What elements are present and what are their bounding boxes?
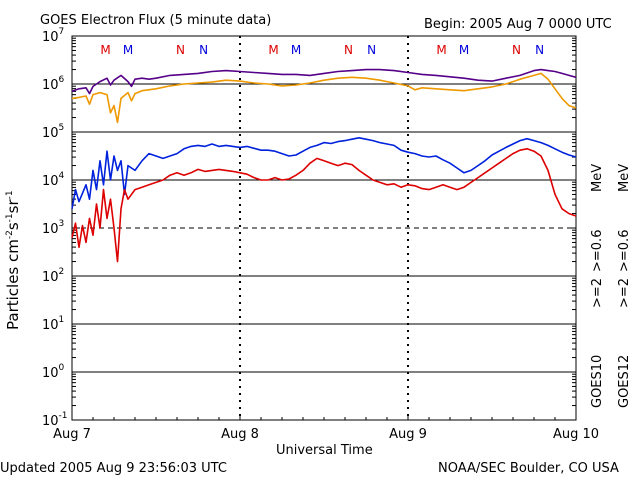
y-tick-label: 107 <box>42 27 64 45</box>
local-time-marker: N <box>367 43 376 57</box>
x-tick-labels: Aug 7 Aug 8 Aug 9 Aug 10 <box>53 414 599 442</box>
x-tick-label: Aug 10 <box>553 427 599 442</box>
x-tick-label: Aug 7 <box>53 427 91 442</box>
y-tick-label: 103 <box>42 219 64 237</box>
y-tick-label: 101 <box>42 315 64 333</box>
legend-goes10-e2: >=2 <box>590 278 605 308</box>
y-minor-ticks <box>72 37 576 421</box>
local-time-marker: M <box>291 43 301 57</box>
local-time-marker: M <box>268 43 278 57</box>
data-series <box>71 68 577 263</box>
local-time-marker: M <box>436 43 446 57</box>
local-time-marker: N <box>535 43 544 57</box>
legend-goes12-label: GOES12 <box>617 355 632 408</box>
chart-title: GOES Electron Flux (5 minute data) <box>40 13 271 28</box>
legend-goes12: GOES12 >=2 >=0.6 MeV <box>617 164 632 408</box>
x-tick-label: Aug 8 <box>221 427 259 442</box>
legend-goes12-e2: >=2 <box>617 278 632 308</box>
series-line <box>71 148 577 263</box>
y-tick-label: 104 <box>42 171 65 189</box>
legend-goes12-unit: MeV <box>617 164 632 192</box>
footer-source: NOAA/SEC Boulder, CO USA <box>438 461 619 476</box>
y-tick-label: 102 <box>42 267 64 285</box>
local-time-marker: N <box>512 43 521 57</box>
x-axis-label: Universal Time <box>276 443 373 458</box>
series-line <box>71 137 577 209</box>
local-time-marker: N <box>344 43 353 57</box>
y-axis-label: Particles cm-2s-1sr-1 <box>4 190 22 330</box>
y-tick-labels: 107 106 105 104 103 102 101 100 10-1 <box>42 27 68 429</box>
local-time-marker: M <box>100 43 110 57</box>
y-tick-label: 100 <box>42 363 65 381</box>
local-time-marker: M <box>459 43 469 57</box>
threshold-lines <box>72 83 576 373</box>
x-tick-label: Aug 9 <box>389 427 427 442</box>
series-line <box>71 72 577 124</box>
y-tick-label: 106 <box>42 75 65 93</box>
legend-goes10-unit: MeV <box>590 164 605 192</box>
legend-goes10-label: GOES10 <box>590 355 605 408</box>
local-time-marker: N <box>199 43 208 57</box>
begin-label: Begin: 2005 Aug 7 0000 UTC <box>424 17 612 32</box>
day-separators <box>239 36 409 420</box>
local-time-marker: N <box>176 43 185 57</box>
footer-updated: Updated 2005 Aug 9 23:56:03 UTC <box>0 461 227 476</box>
local-time-marker: M <box>123 43 133 57</box>
series-line <box>71 68 577 95</box>
y-tick-label: 105 <box>42 123 64 141</box>
y-tick-label: 10-1 <box>42 411 68 429</box>
legend-goes10: GOES10 >=2 >=0.6 MeV <box>590 164 605 408</box>
legend-goes12-e06: >=0.6 <box>617 230 632 272</box>
legend-goes10-e06: >=0.6 <box>590 230 605 272</box>
